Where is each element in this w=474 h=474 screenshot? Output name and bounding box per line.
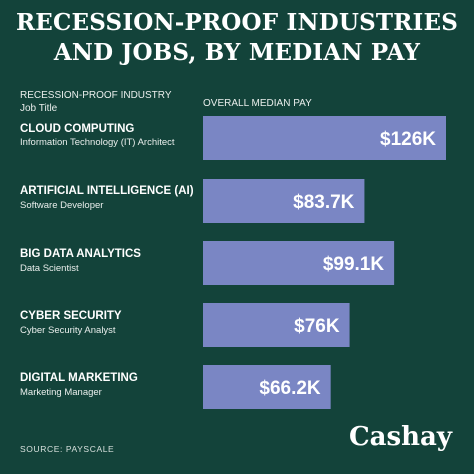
category-label-cloud-computing: CLOUD COMPUTING: [20, 123, 135, 135]
column-header-industry: RECESSION-PROOF INDUSTRY: [20, 90, 172, 101]
category-label-digital-marketing: DIGITAL MARKETING: [20, 372, 138, 384]
column-header-job-title: Job Title: [20, 103, 58, 114]
brand-logo: Cashay: [348, 422, 452, 452]
bar-4: [203, 365, 331, 409]
category-label-cyber-security: CYBER SECURITY: [20, 310, 122, 322]
bar-value-label: $76K: [294, 316, 340, 337]
bar-value-label: $83.7K: [293, 192, 355, 213]
column-header-median-pay: OVERALL MEDIAN PAY: [203, 98, 312, 109]
bar-3: [203, 303, 350, 347]
job-title-label: Marketing Manager: [20, 387, 102, 398]
page-title: RECESSION-PROOF INDUSTRIES AND JOBS, BY …: [0, 8, 474, 68]
category-label-big-data: BIG DATA ANALYTICS: [20, 248, 141, 260]
job-title-label: Data Scientist: [20, 263, 79, 274]
category-label-ai: ARTIFICIAL INTELLIGENCE (AI): [20, 185, 194, 197]
job-title-label: Cyber Security Analyst: [20, 325, 116, 336]
bar-0: [203, 116, 446, 160]
title-line-2: AND JOBS, BY MEDIAN PAY: [53, 39, 421, 66]
bar-value-label: $99.1K: [323, 254, 385, 275]
job-title-label: Software Developer: [20, 200, 104, 211]
bar-1: [203, 179, 365, 223]
bar-value-label: $126K: [380, 129, 436, 150]
title-line-1: RECESSION-PROOF INDUSTRIES: [15, 9, 459, 36]
source-note: SOURCE: PAYSCALE: [20, 444, 115, 454]
job-title-label: Information Technology (IT) Architect: [20, 137, 175, 148]
bar-2: [203, 241, 395, 285]
bar-value-label: $66.2K: [259, 378, 321, 399]
